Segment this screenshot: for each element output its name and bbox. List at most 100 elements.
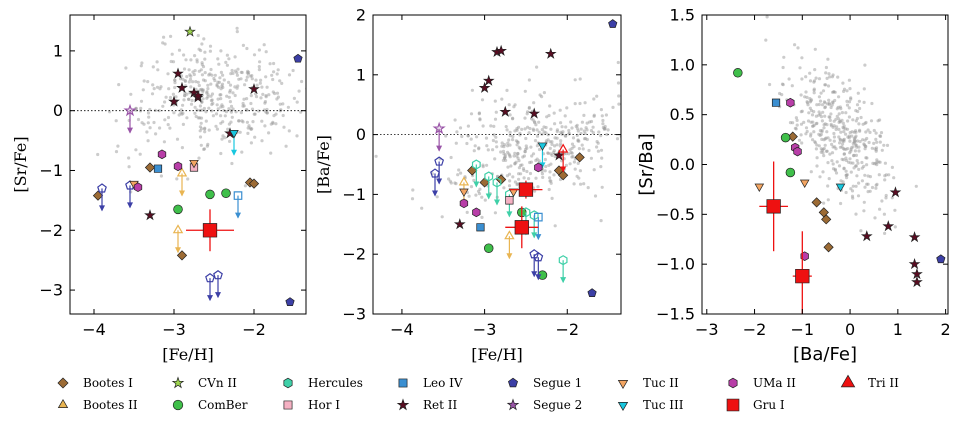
field-star (510, 138, 515, 142)
field-star (523, 116, 527, 120)
field-star (186, 177, 190, 181)
field-star (829, 105, 833, 110)
legend-item: Bootes II (57, 398, 138, 412)
field-star (457, 168, 461, 172)
field-star (820, 119, 825, 123)
field-star (559, 142, 563, 146)
point-gru-i (514, 220, 529, 235)
field-star (235, 86, 239, 90)
field-star (465, 210, 469, 214)
field-star (584, 126, 588, 130)
field-star (444, 134, 448, 138)
field-star (183, 93, 187, 97)
y-axis-label: [Sr/Ba] (636, 133, 657, 195)
field-star (528, 171, 533, 176)
field-star (795, 123, 799, 127)
legend-label: Gru I (753, 398, 785, 412)
field-star (787, 77, 791, 81)
field-star (882, 143, 886, 147)
field-star (231, 91, 235, 95)
field-star (575, 174, 579, 178)
field-star (827, 177, 831, 181)
field-star (161, 104, 165, 108)
field-star (831, 162, 835, 166)
field-star (205, 96, 209, 100)
legend-item: Tuc II (617, 376, 679, 390)
field-star (527, 78, 532, 82)
field-star (781, 65, 785, 70)
field-star (544, 164, 548, 169)
field-star (210, 102, 214, 107)
field-star (516, 151, 520, 156)
field-star (233, 69, 237, 73)
field-star (193, 54, 197, 58)
field-star (847, 78, 852, 82)
field-star (465, 141, 469, 146)
field-star (501, 158, 505, 162)
field-star (492, 124, 496, 128)
field-star (806, 119, 811, 123)
field-star (812, 91, 816, 95)
point-ret-ii (889, 186, 902, 198)
legend-marker (283, 400, 293, 410)
field-star (795, 118, 799, 122)
field-star (155, 60, 159, 64)
field-star (163, 118, 167, 122)
point-tuc-iii (229, 130, 239, 139)
field-star (639, 126, 642, 129)
field-star (117, 83, 121, 87)
field-star (207, 128, 211, 132)
field-star (844, 173, 848, 177)
field-star (150, 92, 155, 96)
field-star (235, 30, 239, 34)
field-star (595, 140, 599, 144)
field-star (513, 103, 517, 107)
field-star (564, 134, 568, 138)
point-ret-ii (453, 218, 466, 230)
field-star (846, 119, 850, 123)
field-star (533, 139, 538, 143)
field-star (815, 103, 819, 107)
legend-marker (396, 398, 410, 411)
field-star (829, 112, 833, 116)
field-star (231, 71, 235, 75)
field-star (837, 120, 841, 124)
point-ret-ii (482, 74, 495, 86)
x-tick-label: −2 (743, 320, 767, 339)
point-uma-ii (534, 162, 543, 173)
field-star (840, 111, 845, 115)
field-star (844, 156, 848, 160)
series-ret-ii (860, 186, 923, 288)
field-star (567, 128, 571, 133)
field-star (175, 137, 180, 141)
field-star (265, 111, 269, 115)
field-star (517, 159, 521, 163)
field-star (800, 141, 804, 145)
plot-frame (701, 14, 949, 315)
point-comber (483, 243, 494, 253)
field-star (262, 43, 266, 47)
field-star (826, 57, 830, 61)
field-star (210, 98, 214, 102)
field-star (530, 154, 534, 158)
field-star (507, 103, 511, 107)
field-star (508, 179, 512, 183)
field-star (249, 94, 253, 98)
legend-item: Segue 2 (506, 398, 582, 412)
series-comber (173, 188, 231, 215)
point-ret-ii (499, 105, 512, 117)
field-star (114, 119, 118, 123)
field-star (833, 167, 837, 171)
field-star (218, 76, 222, 80)
field-star (553, 224, 557, 228)
series-hor-i (505, 196, 514, 205)
field-star (295, 134, 299, 138)
field-star (220, 103, 224, 107)
field-star (569, 150, 573, 154)
point-uma-ii (459, 198, 469, 209)
field-star (527, 177, 531, 181)
field-star (507, 184, 512, 188)
field-star (837, 127, 841, 131)
field-star (559, 130, 563, 134)
field-star (208, 49, 212, 53)
